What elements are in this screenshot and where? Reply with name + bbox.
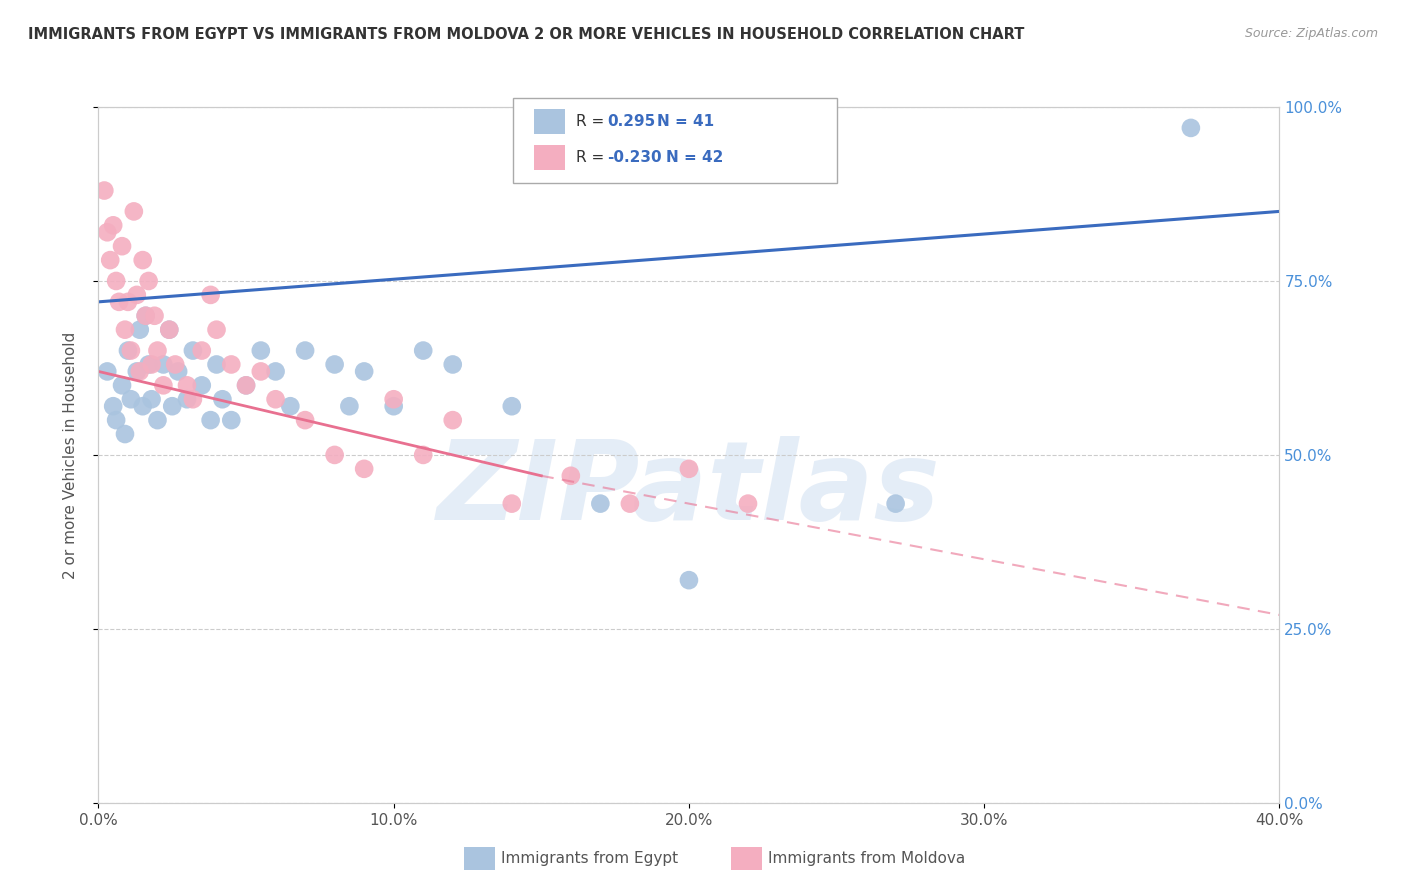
Point [152,358,174,372]
Text: R =: R = [576,113,610,128]
Point [294,413,316,427]
Text: Source: ZipAtlas.com: Source: ZipAtlas.com [1244,27,1378,40]
Point [501,399,523,413]
Point [619,497,641,511]
Point [167,364,190,378]
Point [323,448,346,462]
Point [181,392,204,407]
Point [221,358,243,372]
Point [323,358,346,372]
Point [111,239,134,253]
Point [353,462,375,476]
Point [98,253,121,268]
Point [737,497,759,511]
Point [221,413,243,427]
Point [120,343,142,358]
Point [589,497,612,511]
Text: -0.230: -0.230 [607,150,662,165]
Point [560,468,582,483]
Point [93,184,115,198]
Text: Immigrants from Egypt: Immigrants from Egypt [501,852,678,866]
Point [678,573,700,587]
Point [120,392,142,407]
Point [176,378,198,392]
Point [162,399,183,413]
Point [165,358,187,372]
Point [235,378,257,392]
Point [250,364,273,378]
Point [141,358,163,372]
Point [294,343,316,358]
Text: 0.295: 0.295 [607,113,655,128]
Y-axis label: 2 or more Vehicles in Household: 2 or more Vehicles in Household [63,331,77,579]
Point [132,399,155,413]
Text: N = 41: N = 41 [657,113,714,128]
Point [128,323,150,337]
Point [96,364,118,378]
Point [132,253,155,268]
Point [884,497,907,511]
Point [412,343,434,358]
Point [114,323,136,337]
Point [441,358,464,372]
Point [176,392,198,407]
Point [250,343,273,358]
Text: Immigrants from Moldova: Immigrants from Moldova [768,852,965,866]
Point [339,399,360,413]
Text: R =: R = [576,150,610,165]
Point [103,219,125,233]
Point [191,343,214,358]
Point [141,392,163,407]
Point [1180,120,1202,135]
Text: IMMIGRANTS FROM EGYPT VS IMMIGRANTS FROM MOLDOVA 2 OR MORE VEHICLES IN HOUSEHOLD: IMMIGRANTS FROM EGYPT VS IMMIGRANTS FROM… [28,27,1025,42]
Point [146,413,169,427]
Point [205,358,228,372]
Point [96,225,118,239]
Point [105,413,128,427]
Point [138,274,160,288]
Point [353,364,375,378]
Point [501,497,523,511]
Point [152,378,174,392]
Point [412,448,434,462]
Point [138,358,160,372]
Point [441,413,464,427]
Point [108,294,131,309]
Point [264,364,287,378]
Point [200,288,222,302]
Point [200,413,222,427]
Point [105,274,128,288]
Point [146,343,169,358]
Point [135,309,157,323]
Point [205,323,228,337]
Point [191,378,214,392]
Point [111,378,134,392]
Point [157,323,180,337]
Point [382,399,405,413]
Point [125,288,148,302]
Point [382,392,405,407]
Point [114,427,136,442]
Text: ZIPatlas: ZIPatlas [437,436,941,543]
Point [235,378,257,392]
Point [181,343,204,358]
Point [211,392,233,407]
Point [157,323,180,337]
Point [117,294,139,309]
Point [678,462,700,476]
Point [128,364,150,378]
Point [117,343,139,358]
Point [122,204,145,219]
Point [143,309,166,323]
Text: N = 42: N = 42 [666,150,724,165]
Point [125,364,148,378]
Point [103,399,125,413]
Point [135,309,157,323]
Point [278,399,302,413]
Point [264,392,287,407]
